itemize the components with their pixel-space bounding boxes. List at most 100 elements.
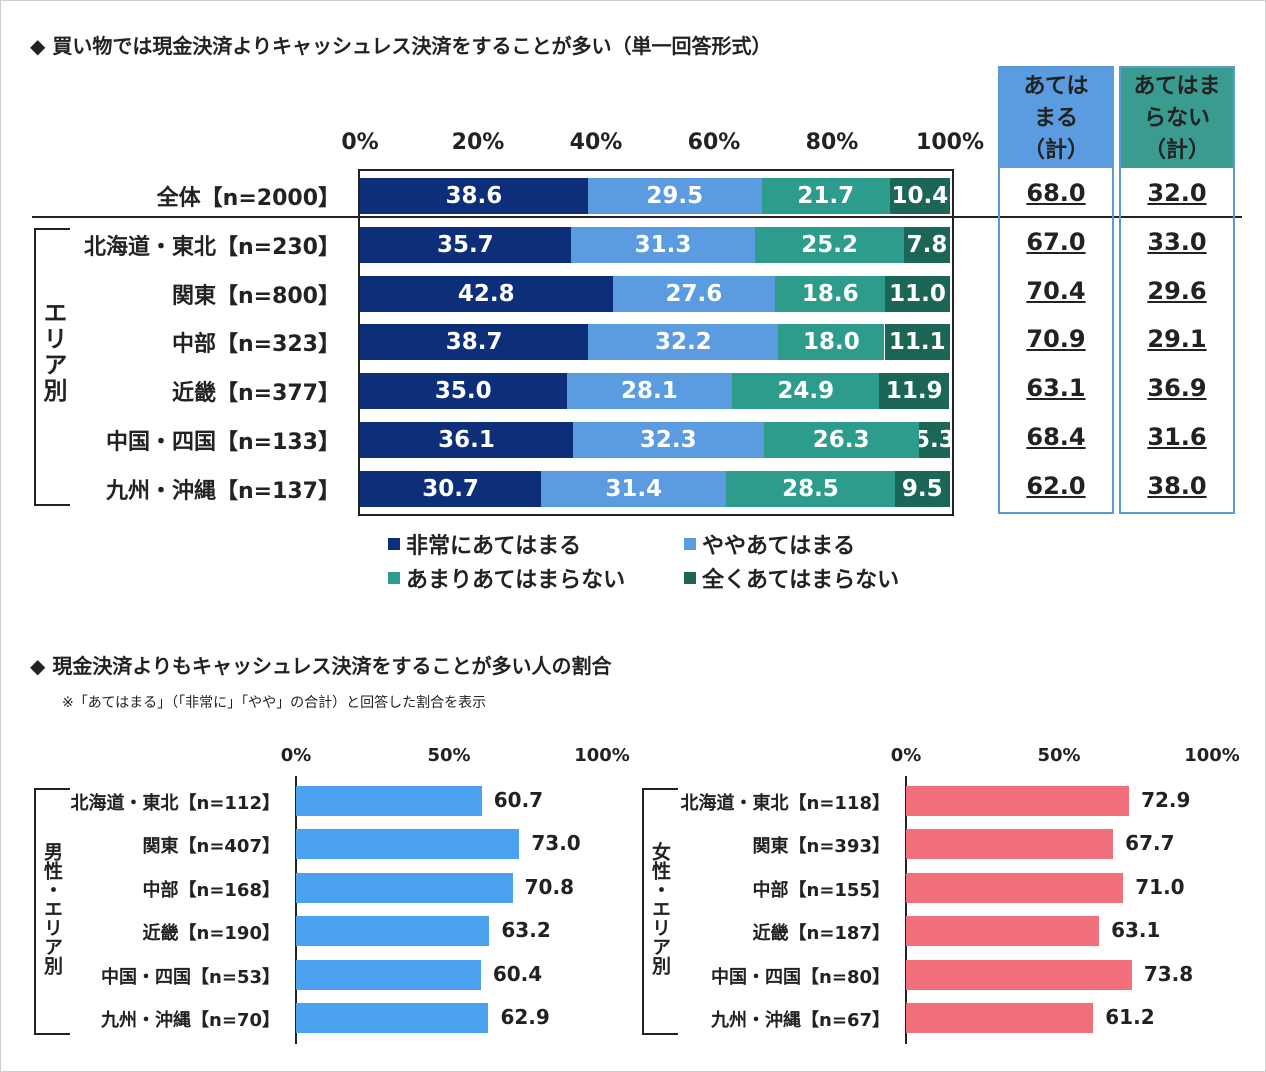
- male-category-label: 九州・沖縄【n=70】: [101, 1010, 280, 1031]
- plot-frame: [358, 169, 954, 516]
- female-axis-line: [905, 776, 907, 1044]
- female-bar: [906, 916, 1100, 946]
- female-bar: [906, 873, 1124, 903]
- female-x-tick-label: 0%: [890, 745, 922, 766]
- bar-somewhat: 32.3: [572, 422, 764, 458]
- male-bar: [296, 960, 481, 990]
- bar-notatall: 11.9: [879, 373, 950, 409]
- legend-label: 全くあてはまらない: [702, 568, 900, 593]
- sum-not-applies-box: [1119, 66, 1235, 514]
- male-value-label: 60.4: [492, 962, 543, 986]
- bar-notatall: 11.0: [885, 276, 950, 312]
- legend-swatch: [684, 538, 696, 550]
- category-label: 中部【n=323】: [171, 332, 340, 357]
- bar-notmuch: 24.9: [732, 373, 880, 409]
- female-category-label: 北海道・東北【n=118】: [680, 793, 890, 814]
- bar-notmuch: 28.5: [726, 471, 895, 507]
- x-tick-label: 80%: [805, 130, 859, 155]
- sum-header-line: あてはま: [1133, 74, 1221, 99]
- bar-notmuch: 18.6: [775, 276, 886, 312]
- male-category-label: 中部【n=168】: [142, 880, 280, 901]
- bar-somewhat: 27.6: [612, 276, 776, 312]
- bar-very: 35.0: [360, 373, 567, 409]
- x-tick-label: 40%: [569, 130, 623, 155]
- sum-applies-value: 62.0: [1026, 472, 1086, 500]
- legend-swatch: [684, 572, 696, 584]
- x-tick-label: 100%: [916, 130, 984, 155]
- sum-applies-box: [998, 66, 1114, 514]
- male-category-label: 近畿【n=190】: [142, 923, 280, 944]
- legend-label: ややあてはまる: [702, 534, 856, 559]
- female-bar: [906, 960, 1132, 990]
- female-category-label: 中部【n=155】: [752, 880, 890, 901]
- sum-not-applies-value: 29.1: [1147, 325, 1207, 353]
- bar-notmuch: 18.0: [778, 324, 885, 360]
- category-label: 関東【n=800】: [171, 284, 340, 309]
- legend-swatch: [388, 538, 400, 550]
- sum-header-line: まる: [1033, 106, 1078, 131]
- legend-swatch: [388, 572, 400, 584]
- legend-item: 非常にあてはまる: [388, 528, 581, 560]
- female-value-label: 72.9: [1141, 788, 1191, 812]
- chart-title-2: ◆ 現金決済よりもキャッシュレス決済をすることが多い人の割合: [30, 654, 612, 678]
- legend-item: あまりあてはまらない: [388, 562, 625, 594]
- bar-notatall: 7.8: [903, 227, 950, 263]
- sum-applies-value: 70.9: [1026, 325, 1086, 353]
- male-x-tick-label: 50%: [427, 745, 471, 766]
- chart-title-1: ◆ 買い物では現金決済よりキャッシュレス決済をすることが多い（単一回答形式）: [30, 34, 772, 58]
- sum-applies-value: 63.1: [1026, 374, 1086, 402]
- male-value-label: 63.2: [501, 918, 551, 942]
- female-value-label: 63.1: [1111, 918, 1161, 942]
- sum-applies-value: 68.0: [1026, 179, 1086, 207]
- x-tick-label: 0%: [341, 130, 379, 155]
- bar-notatall: 10.4: [889, 178, 950, 214]
- male-bar: [296, 786, 482, 816]
- bar-notmuch: 26.3: [763, 422, 919, 458]
- sum-header-line: あては: [1023, 74, 1089, 99]
- female-x-tick-label: 100%: [1184, 745, 1240, 766]
- sum-applies-value: 68.4: [1026, 423, 1086, 451]
- bar-somewhat: 32.2: [588, 324, 779, 360]
- female-category-label: 関東【n=393】: [752, 836, 890, 857]
- area-group-bracket: [34, 228, 70, 506]
- bar-very: 38.6: [360, 178, 588, 214]
- female-category-label: 九州・沖縄【n=67】: [711, 1010, 890, 1031]
- male-category-label: 関東【n=407】: [142, 836, 280, 857]
- sum-not-applies-value: 32.0: [1147, 179, 1207, 207]
- male-axis-line: [295, 776, 297, 1044]
- bar-notatall: 9.5: [894, 471, 950, 507]
- male-x-tick-label: 100%: [574, 745, 630, 766]
- legend-item: 全くあてはまらない: [684, 562, 899, 594]
- female-value-label: 67.7: [1125, 831, 1175, 855]
- sum-not-applies-value: 29.6: [1147, 277, 1207, 305]
- bar-somewhat: 31.4: [541, 471, 727, 507]
- sum-not-applies-value: 33.0: [1147, 228, 1207, 256]
- male-x-tick-label: 0%: [280, 745, 312, 766]
- male-value-label: 73.0: [531, 831, 581, 855]
- sum-header-line: らない: [1143, 106, 1210, 131]
- male-value-label: 70.8: [524, 875, 574, 899]
- bar-notmuch: 25.2: [755, 227, 904, 263]
- x-tick-label: 20%: [451, 130, 505, 155]
- area-group-label: エリア別: [39, 300, 67, 404]
- male-category-label: 中国・四国【n=53】: [101, 967, 280, 988]
- bar-very: 35.7: [360, 227, 571, 263]
- female-bar: [906, 829, 1114, 859]
- bar-very: 38.7: [360, 324, 589, 360]
- bar-somewhat: 29.5: [587, 178, 762, 214]
- bar-notatall: 5.3: [918, 422, 950, 458]
- legend-label: 非常にあてはまる: [406, 534, 582, 559]
- male-bar: [296, 916, 490, 946]
- sum-applies-value: 70.4: [1026, 277, 1086, 305]
- female-category-label: 近畿【n=187】: [752, 923, 890, 944]
- male-bar: [296, 1003, 489, 1033]
- sum-header-line: （計）: [1022, 138, 1089, 163]
- female-group-bracket: [642, 788, 678, 1035]
- male-group-label: 男性・エリア別: [41, 842, 63, 975]
- female-bar: [906, 786, 1130, 816]
- male-category-label: 北海道・東北【n=112】: [70, 793, 280, 814]
- category-label: 全体【n=2000】: [156, 186, 340, 211]
- male-value-label: 60.7: [493, 788, 544, 812]
- female-group-label: 女性・エリア別: [649, 842, 671, 975]
